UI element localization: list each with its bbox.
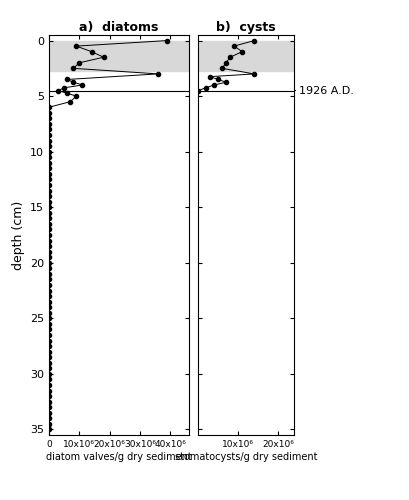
Y-axis label: depth (cm): depth (cm) bbox=[11, 200, 25, 270]
X-axis label: diatom valves/g dry sediment: diatom valves/g dry sediment bbox=[46, 452, 192, 462]
Bar bbox=[198, 40, 294, 71]
X-axis label: stomatocysts/g dry sediment: stomatocysts/g dry sediment bbox=[175, 452, 317, 462]
Title: b)  cysts: b) cysts bbox=[216, 21, 276, 34]
Title: a)  diatoms: a) diatoms bbox=[79, 21, 158, 34]
Text: 1926 A.D.: 1926 A.D. bbox=[299, 86, 354, 96]
Bar bbox=[49, 40, 189, 71]
